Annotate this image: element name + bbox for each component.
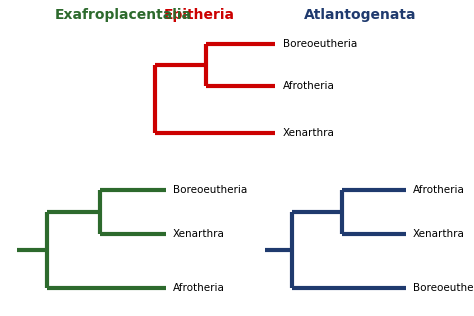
Text: Boreoeutheria: Boreoeutheria <box>173 185 247 196</box>
Text: Exafroplacentalia: Exafroplacentalia <box>55 8 192 22</box>
Text: Epitheria: Epitheria <box>164 8 235 22</box>
Text: Xenarthra: Xenarthra <box>412 229 465 239</box>
Text: Afrotheria: Afrotheria <box>412 185 465 196</box>
Text: Boreoeutheria: Boreoeutheria <box>283 39 357 49</box>
Text: Xenarthra: Xenarthra <box>283 128 335 138</box>
Text: Afrotheria: Afrotheria <box>173 283 225 293</box>
Text: Boreoeutheria: Boreoeutheria <box>412 283 474 293</box>
Text: Atlantogenata: Atlantogenata <box>304 8 417 22</box>
Text: Xenarthra: Xenarthra <box>173 229 225 239</box>
Text: Afrotheria: Afrotheria <box>283 81 335 91</box>
